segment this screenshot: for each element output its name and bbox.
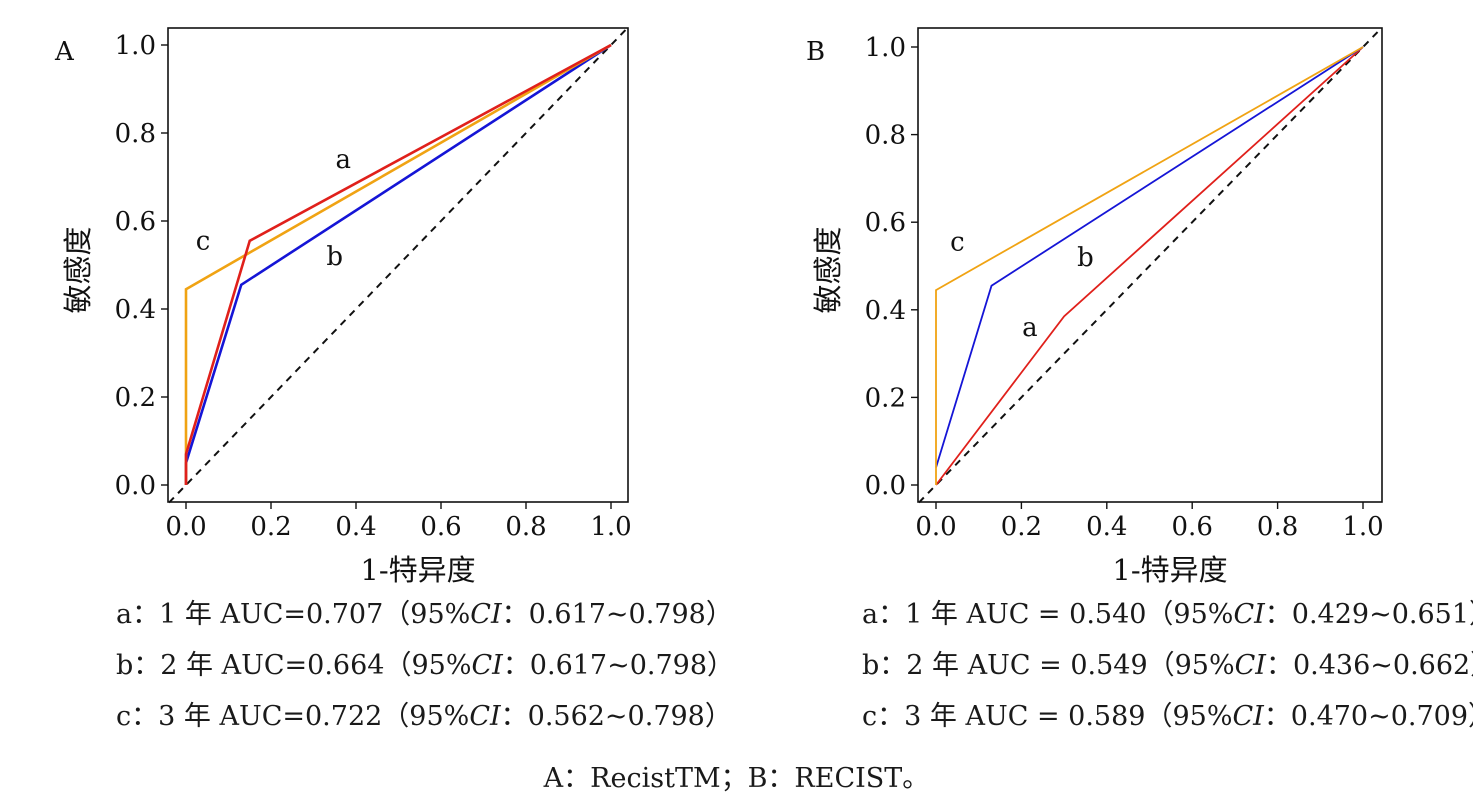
y-tick-label: 0.0 [115,471,156,501]
x-tick-label: 0.0 [165,512,206,542]
x-tick-label: 1.0 [590,512,631,542]
y-tick-label: 0.6 [865,208,906,238]
legend-b-line-c: c：3 年 AUC = 0.589（95%CI：0.470~0.709） [862,701,1473,732]
curve-label-c: c [196,227,211,257]
panel-label: B [806,37,825,67]
x-tick-label: 1.0 [1342,512,1383,542]
y-tick-label: 0.8 [115,119,156,149]
x-axis-label: 1-特异度 [360,553,475,587]
y-tick-label: 0.2 [865,383,906,413]
roc-line-c [184,43,612,485]
curve-label-b: b [1077,243,1094,273]
roc-line-c [935,46,1364,485]
legend-a-line-a: a：1 年 AUC=0.707（95%CI：0.617~0.798） [116,599,733,630]
legend-a-line-b: b：2 年 AUC=0.664（95%CI：0.617~0.798） [116,650,735,681]
legend-b-line-a: a：1 年 AUC = 0.540（95%CI：0.429~0.651） [862,599,1473,630]
plot-frame [917,27,1383,503]
x-tick-label: 0.8 [1257,512,1298,542]
x-tick-label: 0.2 [250,512,291,542]
x-tick-label: 0.0 [915,512,956,542]
x-tick-label: 0.6 [420,512,461,542]
x-axis-label: 1-特异度 [1112,553,1227,587]
x-tick-label: 0.2 [1001,512,1042,542]
plot-frame [167,27,629,503]
reference-diagonal [168,26,629,504]
y-tick-label: 0.8 [865,121,906,151]
legend-a-line-c: c：3 年 AUC=0.722（95%CI：0.562~0.798） [116,701,732,732]
curve-label-c: c [950,228,965,258]
x-tick-label: 0.4 [335,512,376,542]
curve-label-a: a [335,145,351,175]
panel-a: A 0.0 0.0 0.2 0.2 0.4 0.4 0.6 0.6 0.8 0.8 1.0 1.0 1-特… [54,26,632,587]
curve-label-a: a [1022,313,1038,343]
y-tick-label: 1.0 [865,33,906,63]
y-tick-label: 0.6 [115,207,156,237]
x-tick-label: 0.6 [1172,512,1213,542]
roc-line-b [935,46,1364,468]
y-axis-label: 敏感度 [811,226,845,313]
roc-line-a [184,43,612,485]
y-tick-label: 0.4 [865,296,906,326]
reference-diagonal [918,28,1381,504]
roc-line-a [935,46,1364,486]
figure-caption: A：RecistTM；B：RECIST。 [543,763,930,794]
x-tick-label: 0.8 [505,512,546,542]
legend-b-line-b: b：2 年 AUC = 0.549（95%CI：0.436~0.662） [862,650,1473,681]
y-tick-label: 0.0 [865,471,906,501]
x-tick-label: 0.4 [1086,512,1127,542]
y-tick-label: 0.2 [115,383,156,413]
panel-b: B 0.0 0.0 0.2 0.2 0.4 0.4 0.6 0.6 0.8 0.8 1.0 1.0 1-特… [806,27,1384,587]
y-tick-label: 0.4 [115,295,156,325]
y-axis-label: 敏感度 [61,226,95,313]
panel-label: A [54,37,75,67]
curve-label-b: b [326,242,343,272]
y-tick-label: 1.0 [115,31,156,61]
